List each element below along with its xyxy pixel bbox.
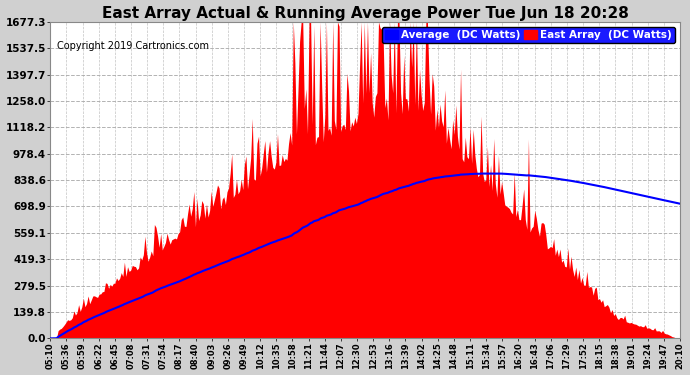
Text: Copyright 2019 Cartronics.com: Copyright 2019 Cartronics.com [57,41,208,51]
Legend: Average  (DC Watts), East Array  (DC Watts): Average (DC Watts), East Array (DC Watts… [382,27,675,43]
Title: East Array Actual & Running Average Power Tue Jun 18 20:28: East Array Actual & Running Average Powe… [101,6,629,21]
